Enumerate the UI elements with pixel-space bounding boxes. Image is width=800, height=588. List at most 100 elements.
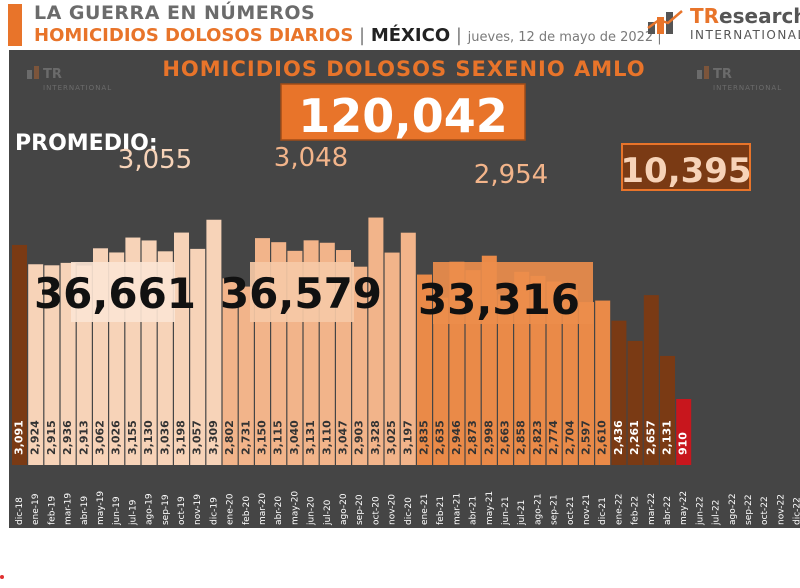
value-label-nov-19: 3,057 — [191, 420, 204, 455]
watermark-sub: INTERNATIONAL — [43, 84, 112, 92]
x-tick-label-mar-22: mar-22 — [647, 493, 657, 525]
x-tick-label-ago-21: ago-21 — [533, 493, 543, 525]
x-tick-label-jul-22: jul-22 — [712, 500, 722, 526]
value-label-sep-19: 3,036 — [158, 420, 171, 455]
year-total-box-2020 — [250, 262, 354, 322]
bar-chart-logo-icon — [647, 10, 683, 34]
bar-mar-22 — [643, 295, 659, 465]
x-tick-label-feb-21: feb-21 — [436, 496, 446, 525]
value-label-mar-20: 3,150 — [256, 420, 269, 455]
year-total-2020: 36,579 — [220, 269, 382, 318]
value-label-nov-21: 2,597 — [580, 420, 593, 455]
value-label-abr-22: 2,131 — [661, 420, 674, 455]
x-tick-label-ago-20: ago-20 — [339, 493, 349, 525]
bar-ene-19 — [28, 264, 44, 465]
x-tick-label-ene-19: ene-19 — [31, 493, 41, 525]
x-tick-label-feb-22: feb-22 — [631, 496, 641, 525]
bar-dic-21 — [595, 300, 611, 465]
value-label-dic-19: 3,309 — [207, 420, 220, 455]
value-label-feb-19: 2,915 — [45, 420, 58, 455]
value-label-abr-19: 2,913 — [77, 420, 90, 455]
x-tick-label-sep-21: sep-21 — [550, 494, 560, 525]
bar-feb-20 — [238, 286, 254, 465]
x-tick-label-sep-19: sep-19 — [161, 494, 171, 525]
x-tick-label-ene-22: ene-22 — [614, 494, 624, 525]
x-tick-label-abr-22: abr-22 — [663, 496, 673, 525]
value-label-ago-20: 3,047 — [337, 420, 350, 455]
bar-nov-19 — [190, 248, 206, 465]
x-tick-label-feb-19: feb-19 — [47, 496, 57, 525]
bar-dic-18 — [12, 244, 27, 465]
homicides-bar-chart: TR INTERNATIONAL TR INTERNATIONAL HOMICI… — [12, 57, 800, 526]
x-tick-label-ene-20: ene-20 — [226, 493, 236, 525]
value-label-abr-21: 2,873 — [466, 420, 479, 455]
x-tick-label-jul-20: jul-20 — [323, 499, 333, 526]
x-tick-label-dic-20: dic-20 — [404, 497, 414, 525]
header-country: MÉXICO — [370, 25, 451, 46]
bar-oct-20 — [368, 217, 384, 465]
x-tick-label-nov-20: nov-20 — [388, 494, 398, 525]
logo-brand: TResearch — [690, 4, 800, 28]
x-tick-label-jul-19: jul-19 — [128, 499, 138, 526]
bar-dic-19 — [206, 219, 222, 465]
value-label-feb-21: 2,635 — [434, 420, 447, 455]
x-tick-label-dic-22: dic-22 — [793, 497, 800, 525]
bar-abr-22 — [660, 355, 675, 465]
x-tick-label-jul-21: jul-21 — [517, 500, 527, 526]
value-label-sep-21: 2,774 — [547, 420, 560, 455]
bar-ene-20 — [222, 278, 238, 465]
value-label-ene-21: 2,835 — [418, 420, 431, 455]
year-total-box-2021 — [433, 262, 593, 324]
bar-ene-22 — [611, 320, 627, 465]
bar-nov-20 — [384, 252, 400, 465]
x-tick-label-nov-19: nov-19 — [193, 494, 203, 525]
bar-oct-21 — [562, 289, 578, 465]
value-label-dic-18: 3,091 — [13, 420, 26, 455]
x-tick-label-abr-20: abr-20 — [274, 496, 284, 525]
value-label-may-20: 3,040 — [288, 420, 301, 455]
value-label-dic-20: 3,197 — [401, 420, 414, 455]
x-tick-label-oct-21: oct-21 — [566, 496, 576, 525]
x-tick-label-jun-20: jun-20 — [307, 496, 317, 526]
value-label-feb-20: 2,731 — [239, 420, 252, 455]
x-tick-label-oct-20: oct-20 — [371, 496, 381, 525]
header-subtitle-main: HOMICIDIOS DOLOSOS DIARIOS — [34, 25, 354, 46]
x-tick-label-oct-22: oct-22 — [760, 496, 770, 525]
value-label-jun-21: 2,663 — [499, 420, 512, 455]
x-tick-label-dic-19: dic-19 — [209, 497, 219, 525]
year-total-2021: 33,316 — [418, 275, 580, 324]
value-label-ene-20: 2,802 — [223, 420, 236, 455]
x-tick-label-may-20: may-20 — [290, 491, 300, 525]
x-axis-labels: dic-18 ene-19 feb-19 mar-19 abr-19 may-19 jun-… — [15, 491, 800, 526]
value-label-jul-19: 3,155 — [126, 420, 139, 455]
total-box — [280, 83, 526, 141]
value-label-abr-20: 3,115 — [272, 420, 285, 455]
header-date: jueves, 12 de mayo de 2022 — [467, 30, 654, 45]
x-tick-label-jun-21: jun-21 — [501, 496, 511, 526]
value-label-ene-22: 2,436 — [612, 420, 625, 455]
total-value: 120,042 — [298, 89, 508, 143]
header-title: LA GUERRA EN NÚMEROS — [34, 2, 316, 24]
x-tick-label-sep-22: sep-22 — [744, 494, 754, 525]
value-label-jul-20: 3,110 — [320, 420, 333, 455]
value-label-dic-21: 2,610 — [596, 420, 609, 455]
x-tick-label-jun-19: jun-19 — [112, 496, 122, 526]
bar-sep-21 — [546, 281, 562, 465]
x-tick-label-feb-20: feb-20 — [242, 496, 252, 525]
value-label-ago-21: 2,823 — [531, 420, 544, 455]
chart-title: HOMICIDIOS DOLOSOS SEXENIO AMLO — [162, 57, 645, 81]
value-label-oct-21: 2,704 — [563, 420, 576, 455]
value-label-may-21: 2,998 — [482, 420, 495, 455]
watermark-logo-left: TR INTERNATIONAL — [27, 66, 112, 92]
x-tick-label-nov-22: nov-22 — [776, 494, 786, 525]
value-label-oct-20: 3,328 — [369, 420, 382, 455]
x-tick-label-ago-19: ago-19 — [145, 493, 155, 525]
average-2019: 3,055 — [118, 145, 192, 175]
x-tick-label-mar-19: mar-19 — [64, 493, 74, 525]
x-tick-label-ene-21: ene-21 — [420, 494, 430, 525]
average-2020: 3,048 — [274, 143, 348, 173]
value-label-jun-20: 3,131 — [304, 420, 317, 455]
header-separator: | — [653, 30, 662, 45]
stray-dot — [0, 575, 4, 579]
header-separator: | — [353, 25, 371, 46]
